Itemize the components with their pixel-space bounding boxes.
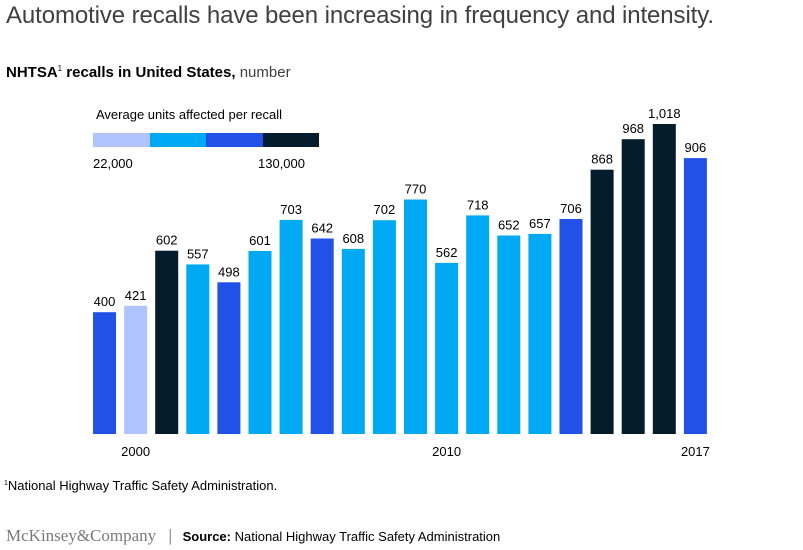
bar-2011 bbox=[435, 262, 459, 434]
bar-2015 bbox=[559, 219, 583, 434]
title-footnote-marker: 1 bbox=[57, 64, 63, 73]
legend-max-label: 130,000 bbox=[258, 156, 305, 171]
bar-value-label: 400 bbox=[94, 294, 116, 309]
footnote: 1National Highway Traffic Safety Adminis… bbox=[4, 478, 277, 493]
bar-value-label: 557 bbox=[187, 246, 209, 261]
legend-swatch-3 bbox=[206, 133, 263, 147]
bar-value-label: 1,018 bbox=[648, 106, 681, 121]
bar-value-label: 652 bbox=[498, 218, 520, 233]
legend-swatch-1 bbox=[93, 133, 150, 147]
bar-value-label: 642 bbox=[311, 221, 333, 236]
legend-color-scale bbox=[93, 133, 319, 147]
x-tick-label: 2000 bbox=[121, 444, 150, 459]
bar-2009 bbox=[372, 220, 396, 434]
bar-2018 bbox=[652, 124, 676, 434]
bar-2016 bbox=[590, 169, 614, 434]
bar-value-label: 498 bbox=[218, 264, 240, 279]
bar-2006 bbox=[279, 219, 303, 434]
bar-value-label: 421 bbox=[125, 288, 147, 303]
footnote-text: National Highway Traffic Safety Administ… bbox=[7, 478, 278, 493]
legend-title: Average units affected per recall bbox=[96, 107, 282, 122]
bar-value-label: 657 bbox=[529, 216, 551, 231]
bar-2007 bbox=[310, 238, 334, 434]
footer: McKinsey&Company | Source: National High… bbox=[6, 526, 500, 546]
bar-value-label: 702 bbox=[374, 202, 396, 217]
legend-swatch-2 bbox=[149, 133, 206, 147]
bar-value-label: 906 bbox=[685, 140, 707, 155]
bar-2000 bbox=[93, 312, 116, 434]
bar-chart: 400 421 602 557 498 601 703 642 608 702 770 562 718 6… bbox=[93, 106, 710, 459]
chart-subtitle: NHTSA1 recalls in United States, number bbox=[6, 64, 291, 81]
chart-title-rest: recalls in United States, bbox=[62, 64, 236, 81]
bar-2002 bbox=[155, 250, 179, 434]
bar-value-label: 703 bbox=[280, 202, 302, 217]
bar-value-label: 968 bbox=[622, 121, 644, 136]
chart-title: NHTSA bbox=[6, 64, 58, 81]
bar-value-label: 718 bbox=[467, 197, 489, 212]
source-note: Source: National Highway Traffic Safety … bbox=[183, 529, 501, 544]
bar-2019 bbox=[683, 158, 707, 434]
bar-2012 bbox=[466, 215, 490, 434]
headline: Automotive recalls have been increasing … bbox=[6, 2, 714, 29]
bar-2013 bbox=[497, 235, 521, 434]
bar-2003 bbox=[186, 264, 210, 434]
bar-value-label: 868 bbox=[591, 152, 613, 167]
source-text: National Highway Traffic Safety Administ… bbox=[230, 528, 501, 544]
footer-divider: | bbox=[168, 526, 173, 545]
bar-2005 bbox=[248, 251, 272, 434]
bar-2004 bbox=[217, 282, 241, 434]
legend-min-label: 22,000 bbox=[93, 156, 133, 171]
legend-swatch-4 bbox=[262, 133, 319, 147]
x-tick-label: 2017 bbox=[681, 444, 710, 459]
bar-2017 bbox=[621, 139, 645, 434]
bar-2010 bbox=[404, 199, 427, 434]
chart-unit: number bbox=[239, 64, 291, 81]
bar-value-label: 608 bbox=[342, 231, 364, 246]
bar-value-label: 706 bbox=[560, 201, 582, 216]
bar-value-label: 602 bbox=[156, 233, 178, 248]
source-label: Source: bbox=[182, 528, 231, 544]
bar-2008 bbox=[341, 248, 365, 434]
bar-value-label: 770 bbox=[405, 182, 427, 197]
footnote-marker: 1 bbox=[4, 480, 8, 487]
x-tick-label: 2010 bbox=[432, 444, 461, 459]
bar-value-label: 562 bbox=[436, 245, 458, 260]
bar-2014 bbox=[528, 233, 552, 434]
bar-value-label: 601 bbox=[249, 233, 271, 248]
bar-2001 bbox=[124, 305, 148, 434]
brand-logo: McKinsey&Company bbox=[6, 526, 157, 545]
